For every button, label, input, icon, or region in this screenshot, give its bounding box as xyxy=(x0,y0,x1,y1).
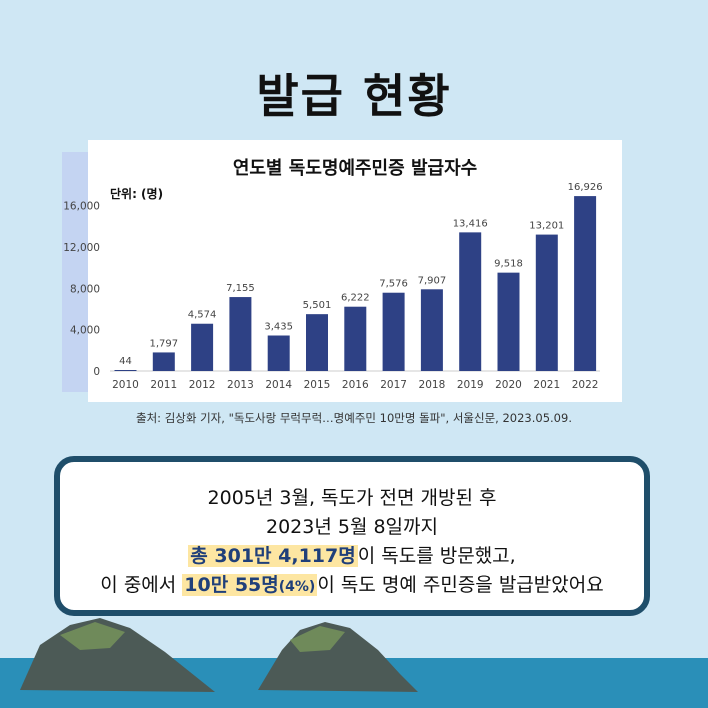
bar-2017 xyxy=(382,292,405,371)
x-tick-2013: 2013 xyxy=(227,379,254,391)
info-box: 2005년 3월, 독도가 전면 개방된 후 2023년 5월 8일까지 총 3… xyxy=(54,456,650,616)
sea-background xyxy=(0,658,708,708)
bar-2022 xyxy=(574,196,597,371)
value-label-2015: 5,501 xyxy=(303,300,332,311)
left-island-highlight xyxy=(60,622,125,650)
residents-percent: (4%) xyxy=(278,579,316,595)
bar-2014 xyxy=(267,335,290,371)
bar-2019 xyxy=(459,232,482,371)
page-title: 발급 현황 xyxy=(256,69,452,123)
unit-label: 단위: (명) xyxy=(110,186,163,201)
bar-2016 xyxy=(344,306,367,371)
chart-card: 연도별 독도명예주민증 발급자수 단위: (명) 44 2010 1,797 2011… xyxy=(88,140,622,402)
value-label-2016: 6,222 xyxy=(341,293,370,304)
info-line-4-pre: 이 중에서 xyxy=(100,574,183,596)
bar-2011 xyxy=(152,352,175,371)
value-label-2021: 13,201 xyxy=(529,221,564,232)
value-label-2013: 7,155 xyxy=(226,283,255,294)
bar-chart: 연도별 독도명예주민증 발급자수 단위: (명) 44 2010 1,797 2011… xyxy=(110,158,603,391)
x-tick-2021: 2021 xyxy=(533,379,560,391)
x-tick-2019: 2019 xyxy=(457,379,484,391)
value-label-2018: 7,907 xyxy=(418,275,447,286)
bar-2018 xyxy=(420,289,443,371)
x-tick-2018: 2018 xyxy=(419,379,446,391)
x-tick-2017: 2017 xyxy=(380,379,407,391)
right-island-highlight xyxy=(290,626,345,652)
info-line-4: 이 중에서 10만 55명(4%) 이 독도 명예 주민증을 발급받았어요 xyxy=(60,571,644,602)
value-label-2011: 1,797 xyxy=(149,338,178,349)
bar-2020 xyxy=(497,272,520,371)
x-tick-2014: 2014 xyxy=(265,379,292,391)
chart-title: 연도별 독도명예주민증 발급자수 xyxy=(233,158,477,179)
x-tick-2012: 2012 xyxy=(189,379,216,391)
residents-highlight: 10만 55명(4%) xyxy=(182,574,318,596)
value-label-2014: 3,435 xyxy=(264,322,293,333)
x-tick-2011: 2011 xyxy=(150,379,177,391)
info-line-1: 2005년 3월, 독도가 전면 개방된 후 xyxy=(207,487,497,509)
x-tick-2015: 2015 xyxy=(304,379,331,391)
info-line-3: 총 301만 4,117명 이 독도를 방문했고, xyxy=(60,542,644,571)
value-label-2012: 4,574 xyxy=(188,310,217,321)
bar-2021 xyxy=(535,234,558,371)
x-tick-2020: 2020 xyxy=(495,379,522,391)
value-label-2017: 7,576 xyxy=(379,279,408,290)
bar-2015 xyxy=(306,314,328,371)
value-label-2020: 9,518 xyxy=(494,259,523,270)
value-label-2022: 16,926 xyxy=(568,182,603,193)
info-line-3-rest: 이 독도를 방문했고, xyxy=(357,545,516,567)
info-line-4-rest: 이 독도 명예 주민증을 발급받았어요 xyxy=(317,574,604,596)
residents-count: 10만 55명 xyxy=(184,574,279,596)
bar-2013 xyxy=(229,297,252,371)
source-citation: 출처: 김상화 기자, "독도사랑 무럭무럭…명예주민 10만명 돌파", 서울… xyxy=(136,411,572,425)
x-tick-2016: 2016 xyxy=(342,379,369,391)
value-label-2019: 13,416 xyxy=(453,218,488,229)
x-tick-2010: 2010 xyxy=(112,379,139,391)
value-label-2010: 44 xyxy=(119,356,132,367)
y-axis-strip xyxy=(62,152,88,392)
x-tick-2022: 2022 xyxy=(572,379,599,391)
bar-2012 xyxy=(191,323,214,371)
bar-2010 xyxy=(114,370,137,371)
info-line-2: 2023년 5월 8일까지 xyxy=(265,516,438,538)
visitors-highlight: 총 301만 4,117명 xyxy=(188,545,358,567)
